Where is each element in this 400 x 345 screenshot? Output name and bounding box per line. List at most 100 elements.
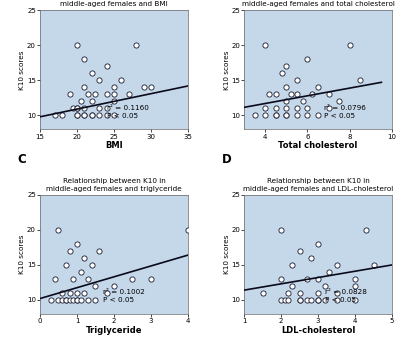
Point — [272, 112, 279, 118]
Point — [88, 262, 95, 268]
Point — [111, 283, 117, 289]
Point — [252, 112, 258, 118]
Point — [326, 92, 332, 97]
Y-axis label: K10 scores: K10 scores — [224, 50, 230, 90]
Title: Relationship between K10 in
middle-aged females and LDL-cholesterol: Relationship between K10 in middle-aged … — [243, 178, 393, 192]
X-axis label: Total cholesterol: Total cholesterol — [278, 141, 358, 150]
Point — [272, 112, 279, 118]
Point — [308, 92, 315, 97]
Point — [308, 297, 314, 303]
Text: C: C — [18, 153, 26, 166]
Point — [283, 106, 290, 111]
Point — [259, 290, 266, 296]
Point — [85, 297, 91, 303]
Point — [352, 283, 358, 289]
Point — [74, 290, 80, 296]
X-axis label: LDL-cholesterol: LDL-cholesterol — [281, 325, 355, 335]
Point — [357, 78, 364, 83]
Point — [296, 297, 303, 303]
Point — [103, 290, 110, 296]
Point — [352, 276, 358, 282]
Point — [294, 78, 300, 83]
Point — [88, 71, 95, 76]
Point — [96, 78, 102, 83]
Point — [283, 63, 290, 69]
Point — [315, 290, 321, 296]
Point — [185, 227, 191, 233]
Point — [289, 283, 295, 289]
Point — [55, 297, 62, 303]
Point — [74, 297, 80, 303]
Point — [304, 276, 310, 282]
X-axis label: BMI: BMI — [105, 141, 123, 150]
Point — [363, 227, 369, 233]
Point — [59, 112, 65, 118]
Point — [52, 112, 58, 118]
Point — [346, 42, 353, 48]
Point — [74, 112, 80, 118]
Point — [66, 248, 73, 254]
Point — [81, 112, 88, 118]
Point — [283, 112, 290, 118]
Point — [70, 297, 76, 303]
Point — [289, 262, 295, 268]
Point — [315, 276, 321, 282]
Point — [294, 106, 300, 111]
Text: r² = 0.0796
P < 0.05: r² = 0.0796 P < 0.05 — [324, 105, 366, 119]
Point — [304, 57, 311, 62]
Point — [315, 297, 321, 303]
Point — [96, 106, 102, 111]
Point — [78, 269, 84, 275]
Point — [370, 262, 377, 268]
Point — [262, 106, 268, 111]
Point — [300, 99, 306, 104]
Point — [266, 92, 273, 97]
Point — [85, 276, 91, 282]
Point — [262, 112, 268, 118]
Point — [294, 92, 300, 97]
Point — [322, 297, 329, 303]
Point — [78, 297, 84, 303]
Point — [296, 248, 303, 254]
Point — [333, 262, 340, 268]
Point — [103, 63, 110, 69]
Point — [111, 112, 117, 118]
Point — [74, 106, 80, 111]
Point — [278, 227, 284, 233]
Point — [66, 92, 73, 97]
Point — [294, 112, 300, 118]
Point — [304, 106, 311, 111]
Point — [81, 106, 88, 111]
Point — [74, 112, 80, 118]
Text: r² = 0.1160
P < 0.05: r² = 0.1160 P < 0.05 — [106, 105, 148, 119]
Point — [96, 248, 102, 254]
Point — [283, 85, 290, 90]
Point — [308, 255, 314, 261]
Point — [129, 276, 136, 282]
Point — [336, 99, 342, 104]
Y-axis label: K10 scores: K10 scores — [20, 50, 26, 90]
Point — [74, 297, 80, 303]
Point — [96, 112, 102, 118]
Point — [111, 99, 117, 104]
Point — [333, 297, 340, 303]
Point — [285, 290, 292, 296]
Point — [78, 99, 84, 104]
Title: Relationship between K10 in
middle-aged females and BMI: Relationship between K10 in middle-aged … — [60, 0, 168, 7]
Point — [92, 283, 99, 289]
X-axis label: Triglyceride: Triglyceride — [86, 325, 142, 335]
Point — [282, 297, 288, 303]
Point — [88, 112, 95, 118]
Text: r² = 0.1002
P < 0.05: r² = 0.1002 P < 0.05 — [103, 289, 145, 304]
Point — [304, 297, 310, 303]
Text: r² = 0.0828
P < 0.05: r² = 0.0828 P < 0.05 — [326, 289, 367, 304]
Point — [81, 112, 88, 118]
Point — [148, 276, 154, 282]
Point — [70, 106, 76, 111]
Point — [48, 297, 54, 303]
Point — [287, 92, 294, 97]
Point — [326, 106, 332, 111]
Point — [81, 255, 88, 261]
Point — [283, 99, 290, 104]
Point — [333, 290, 340, 296]
